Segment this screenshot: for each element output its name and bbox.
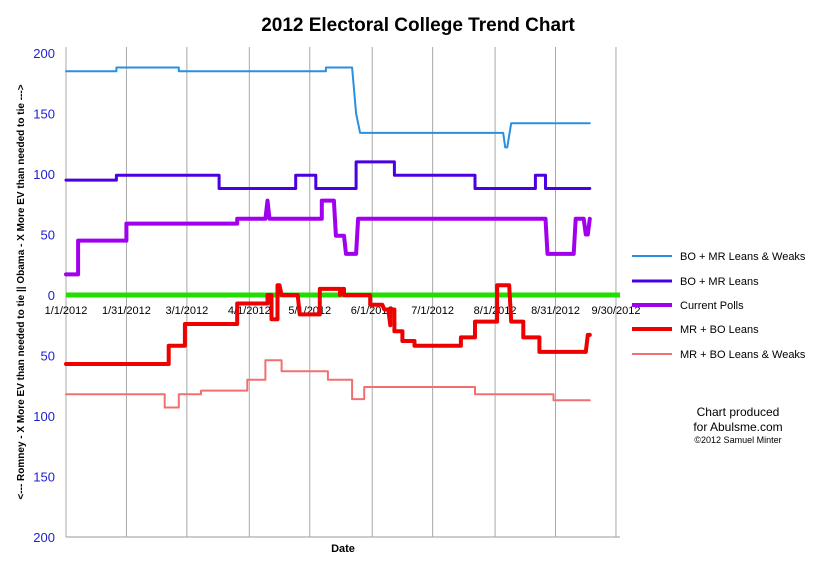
x-axis-title: Date [331, 543, 355, 555]
y-tick-label: 0 [48, 288, 55, 303]
x-tick-label: 1/31/2012 [102, 305, 151, 317]
credit-line-2: for Abulsme.com [693, 420, 782, 434]
legend-label: MR + BO Leans & Weaks [680, 349, 806, 361]
x-gridlines [65, 47, 617, 537]
x-tick-label: 1/1/2012 [45, 305, 88, 317]
x-tick-label: 8/31/2012 [531, 305, 580, 317]
series-line-5 [65, 359, 591, 409]
y-axis-title: <--- Romney - X More EV than needed to t… [16, 84, 27, 499]
credit-line-3: ©2012 Samuel Minter [694, 435, 781, 445]
credit-line-1: Chart produced [697, 405, 780, 419]
x-tick-label: 9/30/2012 [592, 305, 641, 317]
series-line-2 [64, 160, 592, 190]
y-tick-labels: 200 150 100 50 0 50 100 150 200 [33, 46, 55, 545]
x-tick-label: 3/1/2012 [165, 305, 208, 317]
y-tick-label: 100 [33, 409, 55, 424]
series-lines [64, 66, 620, 409]
legend: BO + MR Leans & Weaks BO + MR Leans Curren… [632, 251, 806, 361]
x-tick-label: 7/1/2012 [411, 305, 454, 317]
y-tick-label: 100 [33, 167, 55, 182]
y-tick-label: 200 [33, 46, 55, 61]
series-line-3 [64, 198, 592, 277]
chart-title: 2012 Electoral College Trend Chart [261, 15, 575, 36]
y-tick-label: 50 [41, 228, 55, 243]
series-line-1 [65, 66, 591, 149]
y-tick-label: 50 [41, 349, 55, 364]
legend-label: BO + MR Leans [680, 276, 759, 288]
credit-block: Chart produced for Abulsme.com ©2012 Sam… [693, 405, 782, 445]
x-tick-label: 8/1/2012 [474, 305, 517, 317]
legend-label: MR + BO Leans [680, 324, 759, 336]
y-tick-label: 200 [33, 530, 55, 545]
y-tick-label: 150 [33, 107, 55, 122]
x-tick-labels: 1/1/2012 1/31/2012 3/1/2012 4/1/2012 5/1/201… [45, 305, 641, 317]
x-tick-label: 4/1/2012 [228, 305, 271, 317]
legend-label: Current Polls [680, 300, 744, 312]
y-tick-label: 150 [33, 470, 55, 485]
series-line-4 [64, 283, 592, 366]
legend-label: BO + MR Leans & Weaks [680, 251, 806, 263]
